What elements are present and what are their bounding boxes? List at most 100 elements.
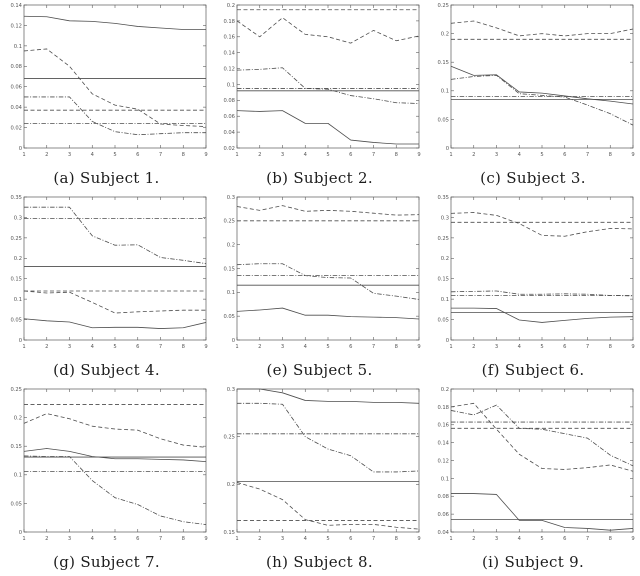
subject-1-chart: 1 2 3 4 5 6 7 8 9 0 0.02 0.04 0.06 0.08 0.1 0.12 0.14 bbox=[0, 0, 213, 166]
plot-frame bbox=[450, 196, 633, 341]
y-tick-label: 0.2 bbox=[227, 3, 235, 9]
x-tick-label: 8 bbox=[608, 536, 611, 542]
y-tick-label: 0.25 bbox=[10, 387, 22, 393]
plot-frame bbox=[236, 4, 420, 149]
series-dashdot bbox=[237, 402, 420, 473]
series-dashdot bbox=[450, 74, 633, 126]
y-tick-label: 0.25 bbox=[223, 435, 235, 441]
y-tick-label: 0.35 bbox=[437, 195, 449, 201]
x-tick-label: 6 bbox=[563, 344, 566, 350]
x-tick-label: 3 bbox=[494, 152, 497, 158]
x-tick-label: 1 bbox=[235, 152, 238, 158]
x-tick-label: 7 bbox=[585, 152, 588, 158]
subplot-caption: (f) Subject 6. bbox=[481, 361, 585, 379]
y-tick-label: 0.15 bbox=[437, 60, 449, 66]
x-tick-label: 9 bbox=[204, 344, 207, 350]
y-tick-label: 0.25 bbox=[223, 219, 235, 225]
series-solid bbox=[450, 65, 633, 105]
series-dashdot bbox=[236, 67, 420, 104]
x-tick-label: 1 bbox=[22, 536, 25, 542]
x-tick-label: 1 bbox=[235, 536, 238, 542]
subplot-subject-6: 1 2 3 4 5 6 7 8 9 0 0.05 0.1 0.15 0.2 0.25 0.3 0.35 (f) … bbox=[426, 192, 640, 384]
subject-9-chart: 1 2 3 4 5 6 7 8 9 0.04 0.06 0.08 0.1 0.12 0.14 0.16 0.18… bbox=[427, 384, 640, 550]
y-tick-label: 0.06 bbox=[437, 512, 449, 518]
y-tick-label: 0.3 bbox=[14, 215, 22, 221]
x-tick-label: 2 bbox=[45, 152, 48, 158]
y-tick-label: 0.14 bbox=[437, 441, 449, 447]
y-tick-label: 0.08 bbox=[10, 64, 22, 70]
series-dashed bbox=[450, 20, 633, 37]
y-tick-label: 0.05 bbox=[10, 501, 22, 507]
x-tick-label: 5 bbox=[326, 152, 329, 158]
series-solid bbox=[237, 388, 420, 404]
x-tick-label: 5 bbox=[113, 536, 116, 542]
y-tick-label: 0.18 bbox=[437, 405, 449, 411]
y-tick-label: 0.35 bbox=[10, 195, 22, 201]
subplot-subject-4: 1 2 3 4 5 6 7 8 9 0 0.05 0.1 0.15 0.2 0.25 0.3 0.35 (d) … bbox=[0, 192, 213, 384]
x-tick-label: 4 bbox=[304, 344, 308, 350]
series-solid bbox=[236, 307, 420, 320]
y-tick-label: 0.15 bbox=[10, 277, 22, 283]
subplot-caption: (e) Subject 5. bbox=[266, 361, 373, 379]
x-tick-label: 6 bbox=[349, 536, 352, 542]
y-tick-label: 0.1 bbox=[227, 290, 235, 296]
x-tick-label: 3 bbox=[281, 344, 284, 350]
chart-canvas: 1 2 3 4 5 6 7 8 9 0.04 0.06 0.08 0.1 0.12 0.14 0.16 0.18… bbox=[437, 387, 634, 542]
y-tick-label: 0.2 bbox=[227, 482, 235, 488]
plot-frame bbox=[236, 196, 420, 341]
x-tick-label: 8 bbox=[608, 344, 611, 350]
x-tick-label: 6 bbox=[136, 344, 139, 350]
subject-2-chart: 1 2 3 4 5 6 7 8 9 0.02 0.04 0.06 0.08 0.1 0.12 0.14 0.16… bbox=[213, 0, 426, 166]
y-tick-label: 0 bbox=[19, 146, 22, 152]
x-tick-label: 2 bbox=[472, 536, 475, 542]
y-tick-label: 0.1 bbox=[14, 44, 22, 50]
y-tick-label: 0.02 bbox=[223, 146, 235, 152]
y-tick-label: 0 bbox=[19, 530, 22, 536]
x-tick-label: 2 bbox=[258, 344, 261, 350]
x-tick-label: 2 bbox=[472, 344, 475, 350]
x-tick-label: 8 bbox=[395, 536, 398, 542]
y-tick-label: 0.12 bbox=[437, 458, 449, 464]
y-tick-label: 0.05 bbox=[437, 317, 449, 323]
plot-frame bbox=[23, 4, 207, 149]
y-tick-label: 0.15 bbox=[223, 530, 235, 536]
x-tick-label: 2 bbox=[45, 344, 48, 350]
subject-5-chart: 1 2 3 4 5 6 7 8 9 0 0.05 0.1 0.15 0.2 0.25 0.3 bbox=[213, 192, 426, 358]
y-tick-label: 0.08 bbox=[223, 98, 235, 104]
y-tick-label: 0.25 bbox=[10, 236, 22, 242]
subplot-subject-7: 1 2 3 4 5 6 7 8 9 0 0.05 0.1 0.15 0.2 0.25 (g) Subject… bbox=[0, 384, 213, 576]
x-tick-label: 8 bbox=[182, 344, 185, 350]
y-tick-label: 0.16 bbox=[223, 35, 235, 41]
x-tick-label: 5 bbox=[326, 344, 329, 350]
chart-canvas: 1 2 3 4 5 6 7 8 9 0 0.05 0.1 0.15 0.2 0.25 bbox=[437, 3, 634, 158]
subplot-subject-5: 1 2 3 4 5 6 7 8 9 0 0.05 0.1 0.15 0.2 0.25 0.3 (e) Subj… bbox=[213, 192, 426, 384]
y-tick-label: 0.06 bbox=[223, 114, 235, 120]
y-tick-label: 0.2 bbox=[440, 256, 448, 262]
series-dashdot bbox=[450, 290, 633, 297]
x-tick-label: 7 bbox=[159, 344, 162, 350]
x-tick-label: 5 bbox=[113, 152, 116, 158]
y-tick-label: 0.14 bbox=[10, 3, 22, 9]
x-tick-label: 4 bbox=[91, 344, 95, 350]
x-tick-label: 7 bbox=[159, 152, 162, 158]
x-tick-label: 5 bbox=[540, 344, 543, 350]
x-tick-label: 3 bbox=[281, 152, 284, 158]
subplot-subject-9: 1 2 3 4 5 6 7 8 9 0.04 0.06 0.08 0.1 0.12 0.14 0.16 0.18… bbox=[426, 384, 640, 576]
x-tick-label: 4 bbox=[517, 152, 521, 158]
x-tick-label: 2 bbox=[45, 536, 48, 542]
y-tick-label: 0.25 bbox=[437, 236, 449, 242]
subject-4-chart: 1 2 3 4 5 6 7 8 9 0 0.05 0.1 0.15 0.2 0.25 0.3 0.35 bbox=[0, 192, 213, 358]
x-tick-label: 2 bbox=[258, 152, 261, 158]
x-tick-label: 8 bbox=[182, 536, 185, 542]
y-tick-label: 0.1 bbox=[14, 473, 22, 479]
series-dashed bbox=[23, 48, 207, 127]
series-dashed bbox=[23, 290, 206, 314]
y-tick-label: 0.06 bbox=[10, 85, 22, 91]
subplot-subject-3: 1 2 3 4 5 6 7 8 9 0 0.05 0.1 0.15 0.2 0.25 (c) Subject… bbox=[426, 0, 640, 192]
x-tick-label: 7 bbox=[372, 536, 375, 542]
y-tick-label: 0.1 bbox=[227, 82, 235, 88]
x-tick-label: 9 bbox=[631, 344, 634, 350]
series-dashed bbox=[236, 205, 420, 216]
x-tick-label: 9 bbox=[631, 536, 634, 542]
